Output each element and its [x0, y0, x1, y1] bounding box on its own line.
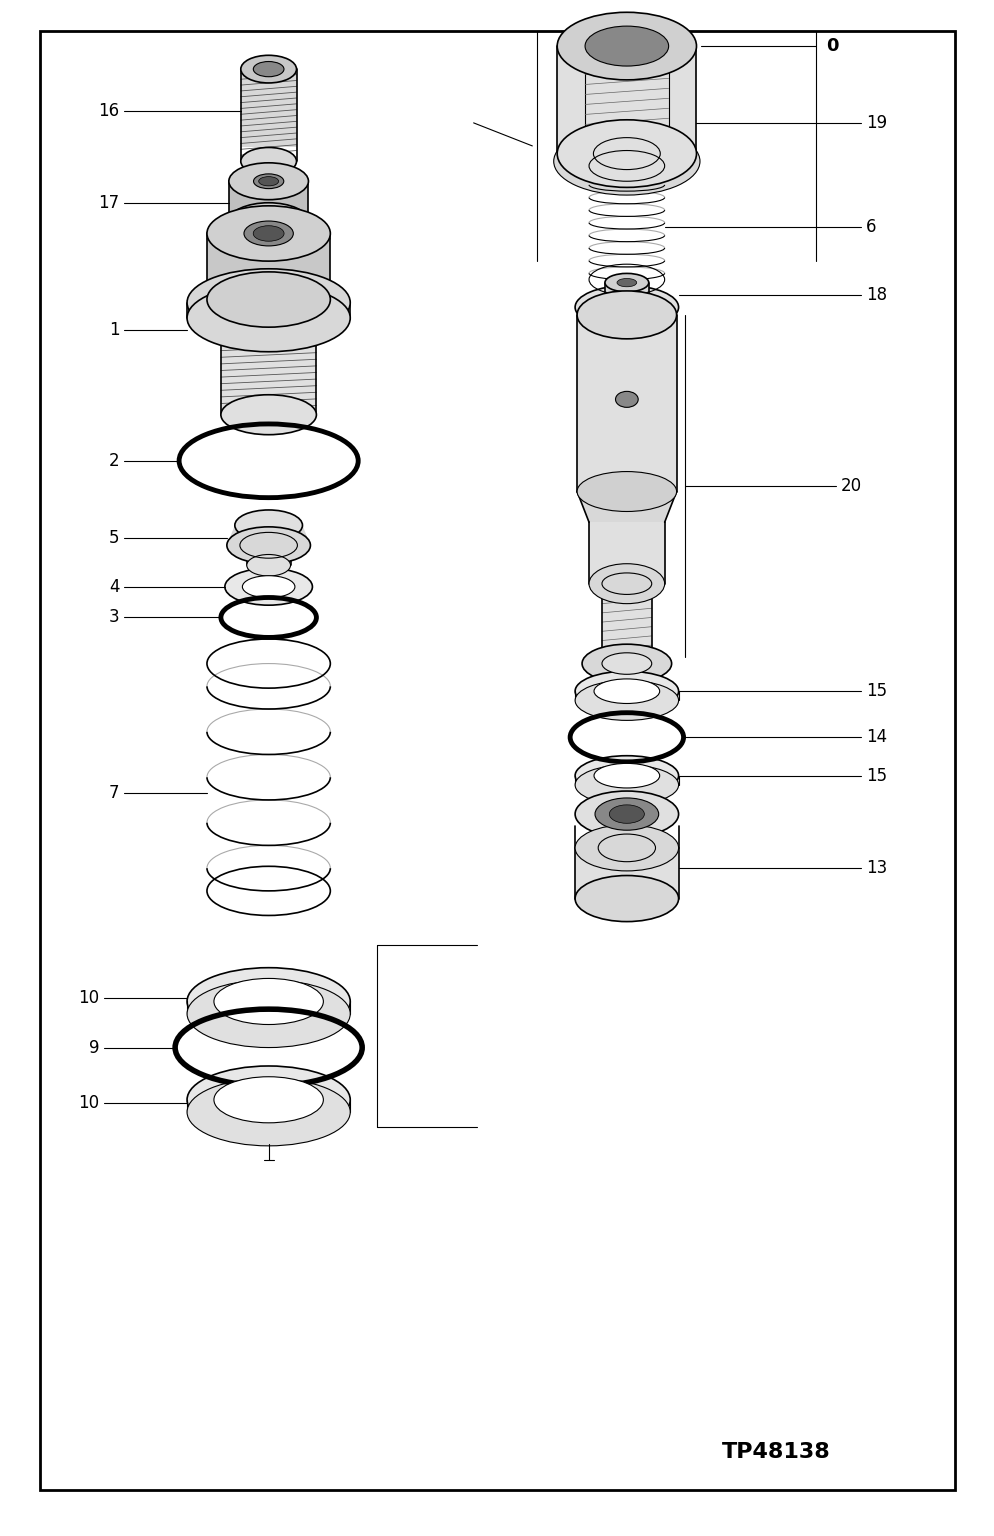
- Ellipse shape: [608, 805, 644, 823]
- Polygon shape: [187, 1001, 350, 1014]
- Ellipse shape: [575, 286, 678, 329]
- Polygon shape: [588, 522, 664, 584]
- Ellipse shape: [575, 671, 678, 711]
- Polygon shape: [229, 181, 308, 221]
- Text: 4: 4: [108, 578, 119, 596]
- Ellipse shape: [601, 573, 651, 594]
- Polygon shape: [241, 69, 296, 147]
- Polygon shape: [601, 584, 651, 664]
- Ellipse shape: [593, 679, 659, 703]
- Ellipse shape: [615, 392, 637, 407]
- Ellipse shape: [244, 221, 293, 246]
- Ellipse shape: [207, 272, 330, 327]
- Ellipse shape: [243, 576, 294, 598]
- Ellipse shape: [253, 174, 283, 189]
- Ellipse shape: [575, 756, 678, 796]
- Text: 2: 2: [108, 452, 119, 470]
- Ellipse shape: [577, 290, 676, 339]
- Polygon shape: [604, 283, 648, 307]
- Ellipse shape: [229, 163, 308, 200]
- Text: 19: 19: [865, 114, 886, 132]
- Ellipse shape: [227, 527, 310, 564]
- Ellipse shape: [557, 120, 696, 187]
- Text: 13: 13: [865, 859, 886, 877]
- Text: 20: 20: [840, 478, 861, 495]
- Ellipse shape: [575, 825, 678, 871]
- Ellipse shape: [557, 12, 696, 80]
- Polygon shape: [577, 492, 676, 522]
- Ellipse shape: [229, 203, 308, 240]
- Ellipse shape: [584, 26, 668, 66]
- Text: 6: 6: [865, 218, 876, 237]
- Ellipse shape: [553, 127, 700, 195]
- Polygon shape: [187, 1100, 350, 1112]
- Text: 15: 15: [865, 766, 886, 785]
- Text: 9: 9: [88, 1038, 99, 1057]
- Ellipse shape: [581, 644, 671, 684]
- Ellipse shape: [588, 564, 664, 604]
- Polygon shape: [207, 233, 330, 300]
- Ellipse shape: [187, 269, 350, 336]
- Ellipse shape: [187, 1066, 350, 1134]
- Text: TP48138: TP48138: [721, 1441, 830, 1462]
- Ellipse shape: [187, 980, 350, 1048]
- Ellipse shape: [604, 273, 648, 292]
- Ellipse shape: [616, 278, 636, 287]
- Ellipse shape: [601, 653, 651, 674]
- Text: 16: 16: [98, 101, 119, 120]
- Text: 1: 1: [108, 321, 119, 339]
- Ellipse shape: [575, 680, 678, 720]
- Ellipse shape: [187, 284, 350, 352]
- Text: 10: 10: [79, 989, 99, 1008]
- Text: 3: 3: [108, 608, 119, 627]
- Ellipse shape: [258, 177, 278, 186]
- Ellipse shape: [594, 799, 658, 831]
- Text: 14: 14: [865, 728, 886, 746]
- Text: 5: 5: [108, 528, 119, 547]
- Ellipse shape: [252, 226, 284, 241]
- Polygon shape: [227, 525, 310, 545]
- Ellipse shape: [214, 978, 323, 1025]
- Ellipse shape: [214, 1077, 323, 1123]
- Ellipse shape: [235, 510, 302, 541]
- Ellipse shape: [187, 1078, 350, 1146]
- Ellipse shape: [253, 61, 283, 77]
- Ellipse shape: [575, 791, 678, 837]
- Ellipse shape: [225, 568, 312, 605]
- Ellipse shape: [241, 147, 296, 175]
- Polygon shape: [575, 848, 678, 899]
- Polygon shape: [557, 46, 696, 154]
- Polygon shape: [577, 315, 676, 492]
- Polygon shape: [247, 545, 290, 565]
- Ellipse shape: [241, 55, 296, 83]
- Text: 10: 10: [79, 1094, 99, 1112]
- Ellipse shape: [575, 765, 678, 805]
- Ellipse shape: [577, 472, 676, 511]
- Text: 18: 18: [865, 286, 886, 304]
- Polygon shape: [221, 318, 316, 415]
- Ellipse shape: [221, 395, 316, 435]
- Polygon shape: [575, 691, 678, 700]
- Text: 7: 7: [108, 783, 119, 802]
- Ellipse shape: [247, 554, 290, 576]
- Polygon shape: [187, 303, 350, 318]
- Ellipse shape: [593, 763, 659, 788]
- Polygon shape: [575, 776, 678, 785]
- Text: 17: 17: [98, 194, 119, 212]
- Text: 15: 15: [865, 682, 886, 700]
- Ellipse shape: [207, 206, 330, 261]
- Text: 0: 0: [825, 37, 838, 55]
- Ellipse shape: [187, 968, 350, 1035]
- Ellipse shape: [575, 876, 678, 922]
